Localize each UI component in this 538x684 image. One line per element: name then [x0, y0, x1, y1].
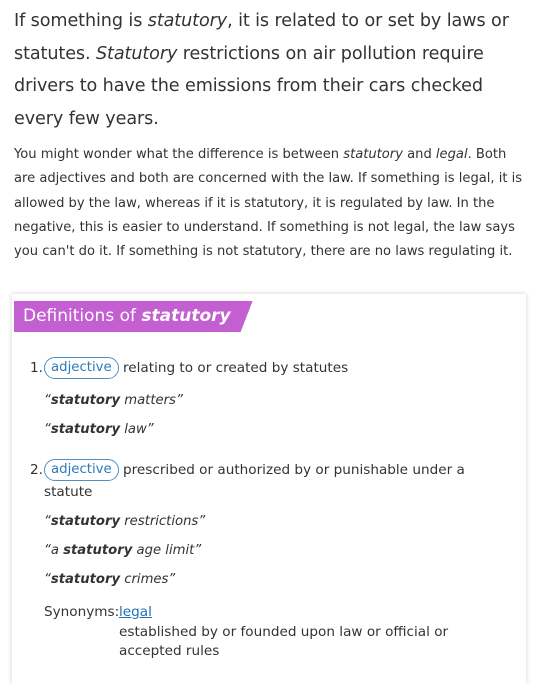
example-sentence: “statutory restrictions”	[44, 514, 206, 529]
example-sentence: “statutory law”	[44, 422, 154, 437]
definitions-heading-word: statutory	[141, 306, 231, 326]
synonym-link-legal[interactable]: legal	[119, 604, 152, 620]
example-sentence: “statutory crimes”	[44, 572, 176, 587]
sense-number: 1.	[30, 360, 43, 376]
sense-definition: prescribed or authorized by or punishabl…	[44, 462, 465, 500]
synonym-definition: established by or founded upon law or of…	[119, 624, 449, 659]
synonyms-label: Synonyms:	[44, 604, 120, 620]
long-blurb-term-1: statutory	[343, 147, 403, 162]
short-blurb-term-2: Statutory	[95, 43, 178, 64]
example-sentence: “statutory matters”	[44, 393, 183, 408]
short-blurb-term-1: statutory	[147, 11, 228, 31]
definitions-card: Definitions of statutory 1. adjective re…	[12, 294, 526, 684]
long-blurb: You might wonder what the difference is …	[14, 147, 523, 260]
short-blurb: If something is statutory, it is related…	[14, 11, 509, 129]
part-of-speech-badge[interactable]: adjective	[44, 357, 119, 379]
definitions-heading: Definitions of statutory	[14, 301, 253, 332]
sense-number: 2.	[30, 462, 43, 478]
part-of-speech-badge[interactable]: adjective	[44, 459, 119, 481]
example-sentence: “a statutory age limit”	[44, 543, 202, 558]
sense-definition: relating to or created by statutes	[123, 360, 349, 376]
long-blurb-term-2: legal	[435, 147, 468, 162]
